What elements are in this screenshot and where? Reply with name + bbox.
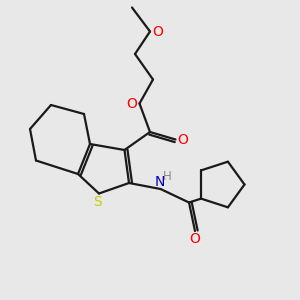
Text: O: O <box>152 25 163 38</box>
Text: O: O <box>127 97 137 110</box>
Text: N: N <box>154 176 165 189</box>
Text: S: S <box>93 195 102 209</box>
Text: O: O <box>178 133 188 146</box>
Text: O: O <box>190 232 200 246</box>
Text: H: H <box>163 170 172 184</box>
